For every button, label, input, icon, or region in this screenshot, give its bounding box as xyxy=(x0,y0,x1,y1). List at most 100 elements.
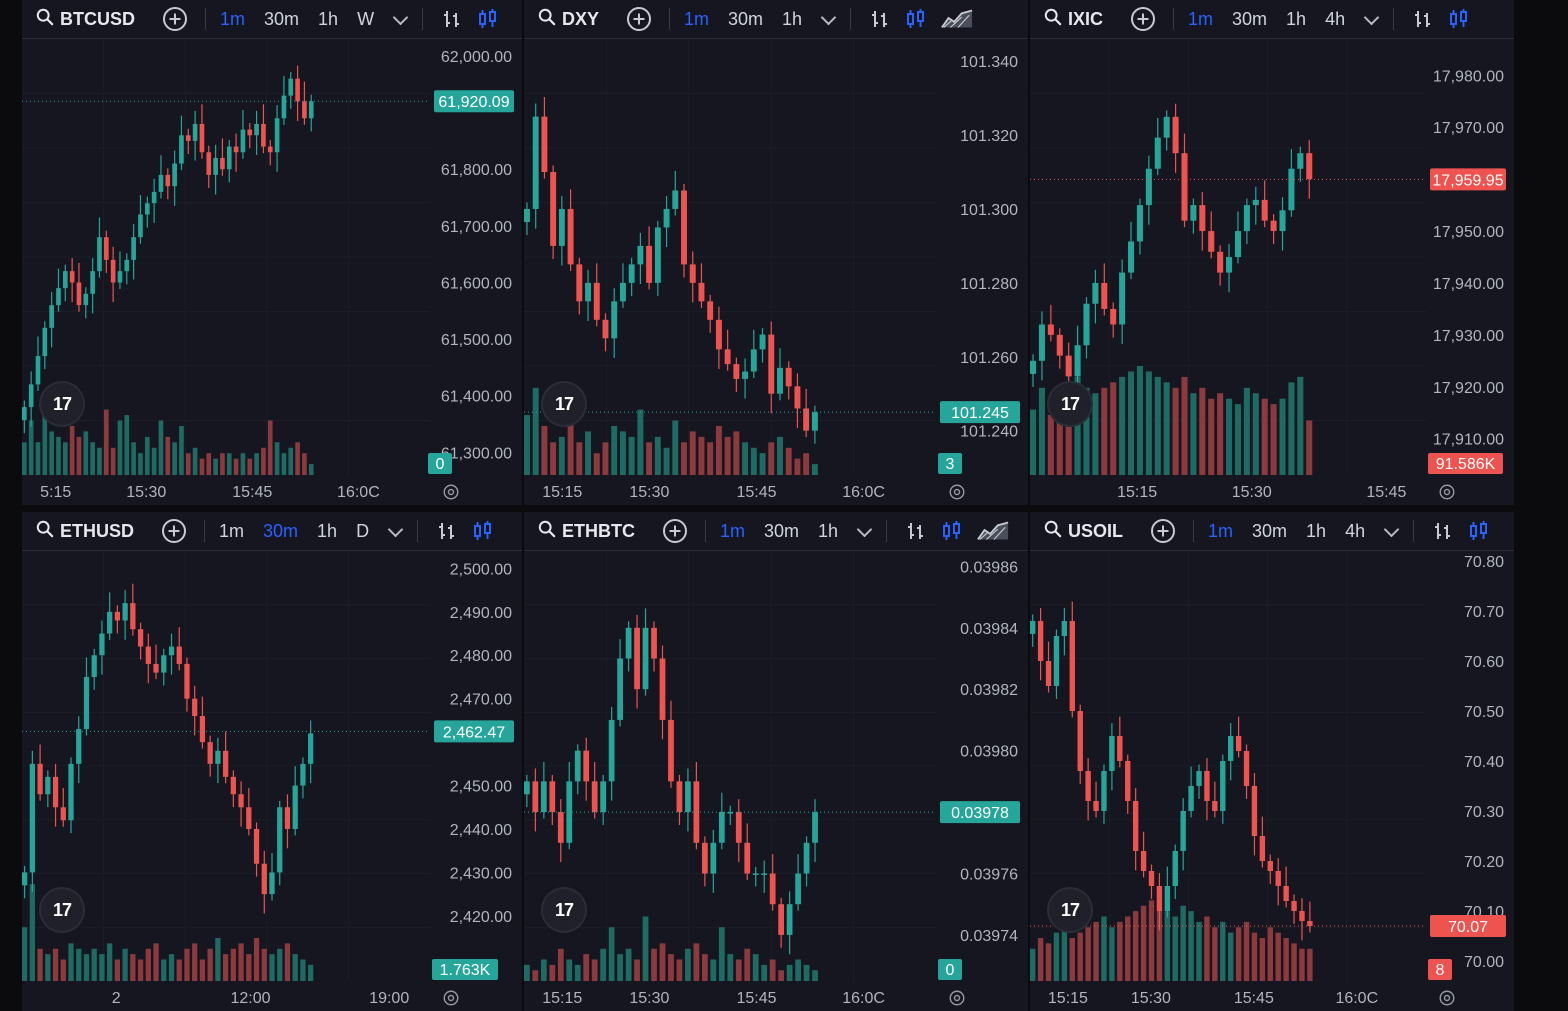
timeframe-4h[interactable]: 4h xyxy=(1325,8,1346,29)
settings-gear-icon[interactable] xyxy=(1438,483,1456,501)
candle-style-icon[interactable] xyxy=(1448,8,1470,30)
chevron-down-icon[interactable] xyxy=(1363,9,1380,25)
chart-pane-ixic[interactable]: IXIC 1m 30m 1h 4h 17,980.00 17,970.00 17,950.00… xyxy=(1030,0,1514,505)
volume-bar xyxy=(566,959,573,981)
candle-style-icon[interactable] xyxy=(1468,520,1490,542)
volume-bar xyxy=(1038,387,1045,475)
volume-bar xyxy=(617,954,623,981)
candle xyxy=(220,157,225,170)
bar-style-icon[interactable] xyxy=(1432,520,1454,542)
symbol-search-button[interactable]: ETHBTC xyxy=(524,520,635,543)
candle-style-icon[interactable] xyxy=(941,520,963,542)
chevron-down-icon[interactable] xyxy=(856,521,873,537)
bar-style-icon[interactable] xyxy=(905,520,927,542)
candle-style-icon[interactable] xyxy=(472,520,494,542)
candle xyxy=(91,655,97,677)
toolbar-divider xyxy=(705,520,706,542)
candle xyxy=(124,259,130,272)
symbol-search-button[interactable]: ETHUSD xyxy=(22,520,134,543)
candlestick-chart[interactable]: 0.03986 0.03984 0.03982 0.03980 0.03976 0.039… xyxy=(524,551,1028,1011)
timeframe-1m[interactable]: 1m xyxy=(720,520,746,541)
timeframe-1h[interactable]: 1h xyxy=(818,520,839,541)
timeframe-30m[interactable]: 30m xyxy=(764,520,800,541)
timeframe-30m[interactable]: 30m xyxy=(728,8,764,29)
candle xyxy=(28,384,34,408)
chevron-down-icon[interactable] xyxy=(387,521,404,537)
timeframe-W[interactable]: W xyxy=(357,8,375,29)
settings-gear-icon[interactable] xyxy=(948,483,966,501)
timeframe-1m[interactable]: 1m xyxy=(220,8,246,29)
candle-style-icon[interactable] xyxy=(905,8,927,30)
volume-bar xyxy=(1252,393,1259,475)
settings-gear-icon[interactable] xyxy=(442,483,460,501)
volume-bar xyxy=(803,453,810,475)
chevron-down-icon[interactable] xyxy=(392,9,409,25)
chart-pane-usoil[interactable]: USOIL 1m 30m 1h 4h 70.80 70.70 70.60 70.50 70.40 7… xyxy=(1030,512,1514,1011)
symbol-search-button[interactable]: DXY xyxy=(524,8,599,31)
volume-bar xyxy=(642,916,649,981)
timeframe-1h[interactable]: 1h xyxy=(1286,8,1307,29)
volume-bar xyxy=(1288,382,1295,475)
area-style-icon[interactable] xyxy=(941,8,973,30)
volume-bar xyxy=(576,442,583,475)
candle xyxy=(593,282,600,320)
chart-pane-dxy[interactable]: DXY 1m 30m 1h 101.340 101.320 101.300 101.280 10… xyxy=(524,0,1028,505)
candlestick-chart[interactable]: 101.340 101.320 101.300 101.280 101.260 101.2… xyxy=(524,39,1028,505)
candle-style-icon[interactable] xyxy=(477,8,499,30)
chart-pane-ethbtc[interactable]: ETHBTC 1m 30m 1h 0.03986 0.03984 0.03982 0.0398… xyxy=(524,512,1028,1011)
last-price-value: 101.245 xyxy=(951,405,1009,422)
candle xyxy=(803,408,810,431)
timeframe-1h[interactable]: 1h xyxy=(318,8,339,29)
timeframe-1m[interactable]: 1m xyxy=(1188,8,1214,29)
bar-style-icon[interactable] xyxy=(441,8,463,30)
volume-bar xyxy=(165,436,171,475)
chevron-down-icon[interactable] xyxy=(1383,521,1400,537)
candlestick-chart[interactable]: 70.8070.7070.6070.5070.4070.3070.2070.10… xyxy=(1030,551,1514,1011)
settings-gear-icon[interactable] xyxy=(442,989,460,1007)
bar-style-icon[interactable] xyxy=(869,8,891,30)
timeframe-30m[interactable]: 30m xyxy=(1232,8,1268,29)
price-axis-label: 0.03982 xyxy=(960,682,1018,699)
symbol-search-button[interactable]: IXIC xyxy=(1030,8,1103,31)
timeframe-1h[interactable]: 1h xyxy=(317,520,338,541)
add-compare-icon[interactable] xyxy=(162,519,187,543)
volume-bar xyxy=(549,964,556,981)
candle xyxy=(222,750,229,777)
timeframe-4h[interactable]: 4h xyxy=(1345,520,1366,541)
timeframe-30m[interactable]: 30m xyxy=(264,8,300,29)
bar-style-icon[interactable] xyxy=(436,520,458,542)
time-axis-label: 2 xyxy=(112,990,121,1007)
timeframe-D[interactable]: D xyxy=(356,520,370,541)
timeframe-1m[interactable]: 1m xyxy=(219,520,245,541)
chevron-down-icon[interactable] xyxy=(820,9,837,25)
volume-bar xyxy=(735,959,742,981)
add-compare-icon[interactable] xyxy=(663,519,687,543)
timeframe-1m[interactable]: 1m xyxy=(1208,520,1234,541)
toolbar-divider xyxy=(204,520,206,542)
chart-pane-ethusd[interactable]: ETHUSD 1m 30m 1h D 2,500.00 2,490.00 2,480.00 2,… xyxy=(22,512,522,1011)
add-compare-icon[interactable] xyxy=(1151,519,1176,543)
symbol-search-button[interactable]: BTCUSD xyxy=(22,8,135,31)
time-axis-label: 15:30 xyxy=(629,990,669,1007)
settings-gear-icon[interactable] xyxy=(948,989,966,1007)
timeframe-1h[interactable]: 1h xyxy=(782,8,803,29)
area-style-icon[interactable] xyxy=(977,520,1009,542)
candlestick-chart[interactable]: 2,500.00 2,490.00 2,480.00 2,470.00 2,450.00… xyxy=(22,551,522,1011)
chart-pane-btcusd[interactable]: BTCUSD 1m 30m 1h W 62,000.00 61,800.00 61,700.0… xyxy=(22,0,522,505)
symbol-search-button[interactable]: USOIL xyxy=(1030,520,1123,543)
timeframe-30m[interactable]: 30m xyxy=(263,520,299,541)
candlestick-chart[interactable]: 62,000.00 61,800.00 61,700.00 61,600.00 61,5… xyxy=(22,39,522,505)
price-axis-label: 0.03986 xyxy=(960,559,1018,576)
candlestick-chart[interactable]: 17,980.00 17,970.00 17,950.00 17,940.00 17,9… xyxy=(1030,39,1514,505)
price-axis-label: 101.280 xyxy=(960,276,1018,293)
volume-bar xyxy=(524,415,530,475)
candle xyxy=(138,214,143,238)
timeframe-1m[interactable]: 1m xyxy=(684,8,710,29)
bar-style-icon[interactable] xyxy=(1412,8,1434,30)
add-compare-icon[interactable] xyxy=(1131,7,1156,31)
settings-gear-icon[interactable] xyxy=(1438,989,1456,1007)
add-compare-icon[interactable] xyxy=(163,7,187,31)
timeframe-1h[interactable]: 1h xyxy=(1306,520,1327,541)
add-compare-icon[interactable] xyxy=(627,7,652,31)
timeframe-30m[interactable]: 30m xyxy=(1252,520,1288,541)
